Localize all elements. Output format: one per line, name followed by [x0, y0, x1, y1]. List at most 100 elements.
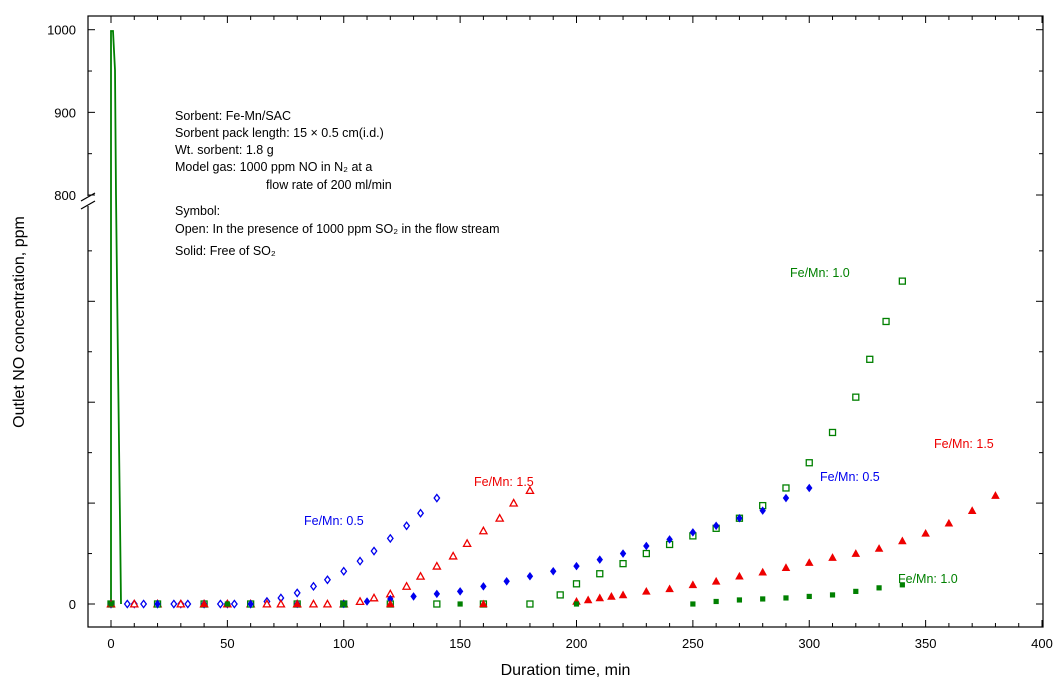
data-point — [760, 596, 766, 602]
data-point — [876, 585, 882, 591]
data-point — [503, 577, 510, 586]
data-point — [806, 593, 812, 600]
data-point — [712, 521, 720, 531]
data-point — [230, 599, 238, 609]
data-point — [433, 493, 441, 503]
data-point — [804, 558, 814, 566]
y-tick-label: 800 — [54, 188, 76, 203]
axis-break-slash-top — [80, 192, 96, 202]
data-point — [123, 599, 131, 609]
data-point — [363, 597, 371, 606]
annotation-line: Wt. sorbent: 1.8 g — [175, 143, 274, 157]
data-point — [340, 566, 348, 576]
data-point — [432, 561, 442, 570]
data-point — [619, 549, 627, 558]
data-point — [596, 555, 603, 564]
data-point — [759, 506, 766, 515]
data-point — [323, 575, 331, 585]
data-point — [666, 535, 673, 544]
data-point — [736, 513, 743, 523]
data-point — [386, 533, 394, 544]
data-point — [944, 518, 954, 527]
x-tick-label: 250 — [682, 636, 704, 651]
annotation-line: Sorbent: Fe-Mn/SAC — [175, 109, 291, 123]
data-point — [184, 599, 192, 609]
data-point — [828, 428, 837, 437]
data-point — [129, 599, 139, 608]
conditions-annotation: Sorbent: Fe-Mn/SAC Sorbent pack length: 1… — [175, 109, 499, 258]
plot-frame — [87, 15, 1044, 628]
data-point — [829, 592, 836, 598]
data-point — [479, 599, 488, 608]
data-point — [828, 553, 837, 561]
annotation-line: flow rate of 200 ml/min — [266, 178, 392, 192]
data-point — [550, 566, 557, 576]
data-point — [370, 546, 378, 556]
data-point — [688, 580, 698, 589]
data-point — [852, 393, 860, 401]
data-points — [106, 277, 1000, 609]
data-point — [556, 591, 564, 599]
data-point — [526, 600, 534, 608]
data-point — [410, 592, 417, 601]
data-point — [176, 599, 186, 608]
x-axis-title: Duration time, min — [501, 662, 631, 679]
data-point — [607, 592, 616, 600]
data-point — [417, 508, 425, 518]
x-tick-label: 400 — [1031, 636, 1053, 651]
x-axis-ticks: 0 50 100 150 200 250 300 350 400 — [107, 16, 1053, 651]
series-label: Fe/Mn: 0.5 — [304, 514, 364, 528]
data-point — [874, 544, 884, 552]
data-point — [108, 601, 114, 607]
series-label: Fe/Mn: 1.5 — [474, 475, 534, 489]
data-point — [140, 599, 148, 609]
data-point — [967, 506, 977, 514]
series-label: Fe/Mn: 0.5 — [820, 470, 880, 484]
data-point — [480, 582, 487, 591]
y-tick-label: 900 — [54, 105, 76, 120]
data-point — [341, 601, 347, 607]
data-point — [309, 581, 318, 592]
x-tick-label: 150 — [449, 636, 471, 651]
series-label: Fe/Mn: 1.5 — [934, 437, 994, 451]
axis-break-slash-bottom — [80, 200, 96, 210]
data-point — [781, 563, 791, 571]
data-point — [216, 599, 224, 609]
data-point — [573, 601, 580, 607]
plot-border — [87, 15, 1044, 628]
data-point — [853, 588, 859, 594]
x-tick-label: 50 — [220, 636, 234, 651]
data-point — [596, 570, 604, 578]
data-point — [689, 528, 697, 537]
data-point — [595, 593, 605, 602]
data-point — [526, 571, 534, 581]
x-tick-label: 0 — [107, 636, 114, 651]
x-tick-label: 300 — [798, 636, 820, 651]
data-point — [170, 599, 178, 609]
data-point — [782, 493, 790, 503]
data-point — [386, 599, 395, 608]
annotation-line: Open: In the presence of 1000 ppm SO₂ in… — [175, 222, 499, 236]
data-point — [898, 277, 906, 285]
data-point — [224, 601, 230, 607]
data-point — [457, 601, 463, 607]
data-point — [247, 599, 254, 609]
annotation-line: Solid: Free of SO₂ — [175, 244, 276, 258]
data-point — [433, 589, 441, 599]
data-point — [494, 513, 505, 522]
data-point — [401, 581, 412, 590]
y-tick-label: 0 — [69, 597, 76, 612]
data-point — [415, 571, 426, 580]
data-point — [356, 556, 364, 566]
data-point — [508, 498, 519, 507]
data-point — [713, 598, 719, 605]
data-point — [618, 590, 628, 599]
data-point — [448, 551, 458, 560]
initial-spike-curve — [110, 30, 122, 605]
data-point — [782, 484, 790, 492]
annotation-line: Model gas: 1000 ppm NO in N₂ at a — [175, 160, 372, 174]
data-point — [369, 593, 379, 602]
data-point — [899, 582, 905, 588]
data-point — [882, 317, 890, 326]
